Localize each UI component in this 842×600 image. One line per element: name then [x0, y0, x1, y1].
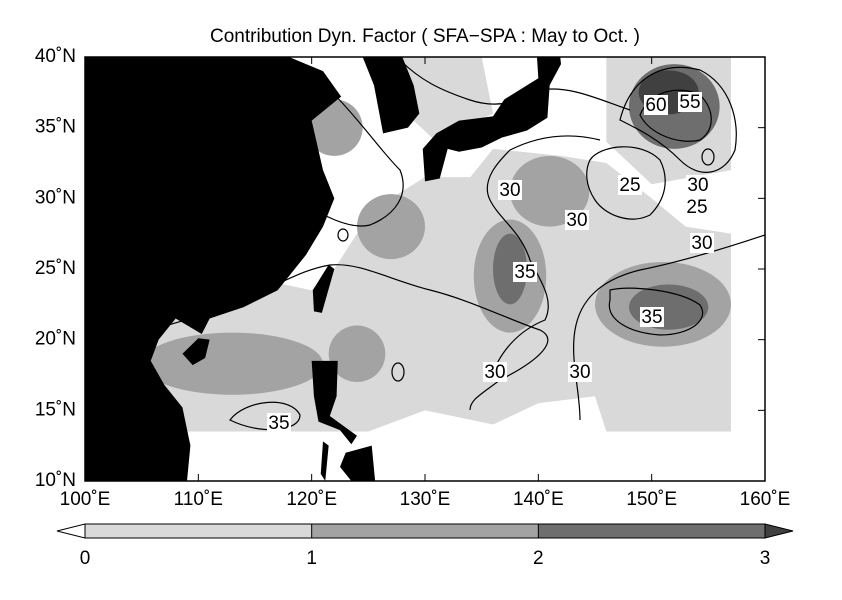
contour-label: 30	[569, 362, 590, 383]
x-tick-label: 120˚E	[286, 489, 337, 510]
y-tick-label: 35˚N	[35, 117, 76, 138]
contour-label: 30	[566, 210, 587, 231]
shade-mid	[357, 194, 425, 260]
contour-label-box	[644, 95, 668, 115]
shade-mid	[141, 332, 323, 395]
chart-title: Contribution Dyn. Factor ( SFA−SPA : May…	[210, 26, 640, 47]
colorbar-under	[56, 523, 86, 539]
contour-label: 35	[641, 307, 662, 328]
colorbar-tick-label: 1	[306, 548, 317, 569]
y-tick-label: 10˚N	[35, 470, 76, 491]
x-tick-label: 100˚E	[60, 489, 111, 510]
colorbar-segment	[85, 524, 312, 538]
y-tick-label: 30˚N	[35, 187, 76, 208]
x-tick-label: 160˚E	[740, 489, 791, 510]
x-tick-label: 110˚E	[174, 489, 223, 510]
colorbar-tick-label: 2	[533, 548, 544, 569]
x-tick-label: 150˚E	[626, 489, 677, 510]
y-tick-label: 25˚N	[35, 258, 76, 279]
contour	[229, 401, 301, 431]
contour-label: 25	[619, 175, 640, 196]
contour-label: 35	[514, 262, 535, 283]
contour	[639, 89, 712, 142]
landmass	[340, 445, 376, 481]
y-tick-label: 40˚N	[35, 46, 76, 67]
landmass	[312, 264, 335, 313]
contour-label-box	[483, 362, 507, 382]
landmass	[311, 360, 357, 445]
colorbar-segment	[311, 524, 539, 538]
shade-mid	[328, 325, 386, 383]
contour-label: 30	[687, 175, 708, 196]
colorbar-over	[764, 523, 794, 539]
contour-label-box	[686, 175, 710, 195]
contour-label: 35	[268, 413, 289, 434]
y-tick-label: 15˚N	[35, 399, 76, 420]
colorbar-segment	[538, 524, 765, 538]
contour-label-box	[565, 210, 589, 230]
contour-label-box	[618, 175, 642, 195]
colorbar: 0 1 2 3	[56, 523, 794, 569]
contour	[85, 264, 549, 411]
contour-label-box	[640, 307, 664, 327]
contour-label-box	[690, 233, 714, 253]
contour	[619, 66, 737, 173]
contour-label-box	[267, 413, 291, 433]
contour-label-box	[568, 362, 592, 382]
shade-dark	[493, 233, 527, 305]
landmass	[362, 57, 420, 134]
x-tick-label: 140˚E	[513, 489, 564, 510]
contour	[391, 362, 405, 382]
contour-label: 60	[645, 95, 666, 116]
contour	[608, 287, 704, 336]
contour-label-box	[513, 262, 537, 282]
colorbar-tick-label: 0	[80, 548, 91, 569]
contour	[337, 228, 349, 242]
x-tick-label: 130˚E	[400, 489, 451, 510]
contour-label: 30	[499, 180, 520, 201]
land	[85, 57, 561, 481]
landmass	[320, 441, 329, 481]
axes: 100˚E 110˚E 120˚E 130˚E 140˚E 150˚E 160˚E 10˚N 1…	[35, 46, 791, 510]
contour	[486, 135, 601, 381]
contours	[85, 59, 765, 431]
contour-label: 25	[686, 197, 707, 218]
contour	[586, 146, 666, 220]
landmass	[85, 57, 342, 481]
contour-label: 55	[679, 92, 700, 113]
contour	[701, 148, 715, 166]
contour-label-box	[678, 92, 702, 112]
y-tick-label: 20˚N	[35, 329, 76, 350]
contour-label-box	[498, 180, 522, 200]
contour	[299, 89, 404, 227]
landmass	[182, 338, 210, 366]
contour	[399, 59, 631, 111]
contour-label: 30	[691, 233, 712, 254]
shade-mid	[510, 155, 590, 227]
contour-label: 30	[484, 362, 505, 383]
landmass	[422, 57, 561, 182]
colorbar-tick-label: 3	[760, 548, 771, 569]
contour-label-box	[685, 197, 709, 217]
